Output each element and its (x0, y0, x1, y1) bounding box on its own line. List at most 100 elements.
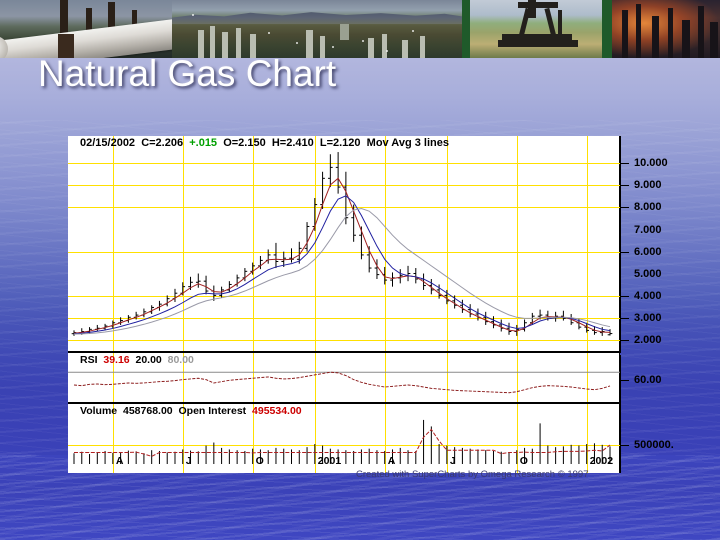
axis-line (620, 355, 621, 473)
gridline-vertical (182, 353, 184, 402)
gridline-horizontal (68, 185, 620, 187)
rsi-panel[interactable]: RSI 39.16 20.00 80.00 (68, 353, 620, 404)
price-axis-label: 3.000 (634, 311, 662, 324)
time-axis-label: J (185, 455, 192, 467)
quote-high: H=2.410 (271, 137, 314, 149)
rsi-lower-band: 20.00 (135, 354, 162, 366)
gridline-vertical (516, 353, 518, 402)
time-axis-label: J (449, 455, 456, 467)
volume-axis-tick (620, 444, 629, 446)
landscape-structure (222, 32, 228, 58)
price-panel[interactable]: 02/15/2002 C=2.206 +.015 O=2.150 H=2.410… (68, 136, 620, 353)
volume-readout: Volume 458768.00 Open Interest 495534.00 (80, 405, 302, 417)
landscape-structure (198, 30, 204, 58)
gridline-vertical (384, 353, 386, 402)
rsi-name: RSI (80, 354, 98, 366)
chart-credit: Created with SuperCharts by Omega Resear… (356, 469, 589, 480)
price-axis-tick (620, 163, 629, 165)
pumpjack-body (502, 34, 572, 44)
time-axis-label: 2001 (317, 455, 342, 467)
gridline-vertical (252, 353, 254, 402)
price-axis-label: 6.000 (634, 245, 662, 258)
volume-value: 458768.00 (123, 405, 173, 417)
price-axis-tick (620, 185, 629, 187)
axis-line (620, 136, 621, 353)
landscape-structure (250, 34, 256, 58)
time-axis-label: A (387, 455, 396, 467)
pumpjack-head (528, 0, 536, 18)
gridline-vertical (182, 136, 184, 351)
refinery-stack (622, 10, 628, 58)
gridline-vertical (586, 353, 588, 402)
gridline-vertical (384, 404, 386, 473)
volume-axis-label: 500000. (634, 438, 674, 451)
gridline-vertical (112, 404, 114, 473)
time-axis-label: A (115, 455, 124, 467)
gridline-vertical (586, 404, 588, 473)
landscape-structure (320, 36, 325, 58)
gridline-vertical (384, 136, 386, 351)
open-interest-value: 495534.00 (252, 405, 302, 417)
time-axis-label: O (519, 455, 528, 467)
pipeline-opening (0, 36, 8, 58)
gridline-horizontal (68, 444, 620, 446)
page-title: Natural Gas Chart (38, 53, 337, 94)
time-axis: A J O 2001 A J O 2002 (68, 455, 620, 471)
quote-readout: 02/15/2002 C=2.206 +.015 O=2.150 H=2.410… (80, 137, 449, 149)
quote-open: O=2.150 (223, 137, 266, 149)
landscape-structure (340, 24, 349, 40)
pipeline-support (58, 34, 74, 58)
volume-name: Volume (80, 405, 118, 417)
quote-study: Mov Avg 3 lines (366, 137, 449, 149)
highlight-speck (296, 42, 298, 44)
pipeline-post (86, 8, 92, 44)
price-axis-tick (620, 317, 629, 319)
volume-series-plot (73, 419, 611, 464)
gas-pipeline (0, 17, 188, 58)
gridline-vertical (516, 404, 518, 473)
price-axis-label: 9.000 (634, 179, 662, 192)
gridline-vertical (446, 136, 448, 351)
quote-low: L=2.120 (319, 137, 361, 149)
refinery-stack (682, 20, 690, 58)
gridline-vertical (516, 136, 518, 351)
rsi-readout: RSI 39.16 20.00 80.00 (80, 354, 194, 366)
gridline-horizontal (68, 339, 620, 341)
gridline-vertical (586, 136, 588, 351)
price-axis-label: 7.000 (634, 223, 662, 236)
gridline-horizontal (68, 163, 620, 165)
highlight-speck (362, 40, 364, 42)
open-interest-name: Open Interest (178, 405, 247, 417)
pipeline-post (60, 0, 68, 42)
price-axis-label: 8.000 (634, 201, 662, 214)
gridline-vertical (182, 404, 184, 473)
industry-photo-banner (0, 0, 720, 58)
rsi-axis-tick (620, 380, 629, 381)
landscape-structure (382, 34, 387, 58)
time-axis-label: 2002 (589, 455, 614, 467)
rsi-axis-label: 60.00 (634, 374, 662, 386)
landscape-structure (306, 30, 313, 58)
banner-landscape-photo (172, 0, 462, 58)
pumpjack-post (558, 10, 562, 44)
price-axis: 2.000 3.000 4.000 5.000 6.000 7.000 8.000 9.000… (620, 136, 700, 473)
landscape-structure (402, 40, 408, 58)
volume-panel[interactable]: Volume 458768.00 Open Interest 495534.00 (68, 404, 620, 473)
gridline-vertical (112, 353, 114, 402)
highlight-speck (268, 32, 270, 34)
pipeline-post (108, 2, 115, 42)
gridline-vertical (314, 136, 316, 351)
gridline-horizontal (68, 317, 620, 319)
natural-gas-chart[interactable]: 02/15/2002 C=2.206 +.015 O=2.150 H=2.410… (68, 136, 620, 473)
gridline-horizontal (68, 207, 620, 209)
rsi-value: 39.16 (103, 354, 130, 366)
landscape-structure (368, 38, 374, 58)
pumpjack-base (498, 40, 578, 47)
rsi-upper-band: 80.00 (167, 354, 194, 366)
quote-date: 02/15/2002 (80, 137, 136, 149)
banner-refinery-sunset-photo (612, 0, 720, 58)
refinery-stack (668, 8, 673, 58)
gridline-vertical (314, 353, 316, 402)
mountain-ridge (172, 12, 462, 24)
